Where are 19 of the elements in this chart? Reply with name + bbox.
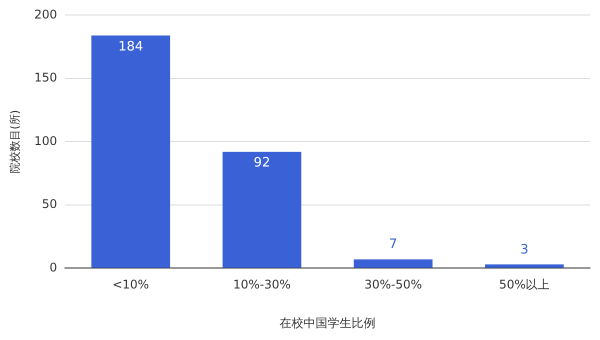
data-label: 184 xyxy=(118,39,144,54)
y-axis-title: 院校数目(所) xyxy=(8,110,22,174)
data-label: 92 xyxy=(254,156,270,171)
bar xyxy=(91,35,170,268)
data-label: 3 xyxy=(520,242,529,258)
x-tick-label: 30%-50% xyxy=(364,278,422,292)
y-tick-label: 150 xyxy=(34,70,58,85)
y-tick-label: 200 xyxy=(34,7,58,22)
bar xyxy=(485,264,564,268)
bar xyxy=(222,152,302,268)
data-label: 7 xyxy=(389,237,398,252)
y-tick-label: 0 xyxy=(49,260,58,274)
bar xyxy=(354,259,433,268)
x-tick-label: <10% xyxy=(112,278,150,292)
y-tick-label: 100 xyxy=(34,134,58,148)
y-tick-label: 50 xyxy=(42,197,58,212)
x-axis-title: 在校中国学生比例 xyxy=(280,316,376,330)
x-tick-label: 10%-30% xyxy=(233,278,291,292)
x-tick-label: 50%以上 xyxy=(499,278,550,292)
